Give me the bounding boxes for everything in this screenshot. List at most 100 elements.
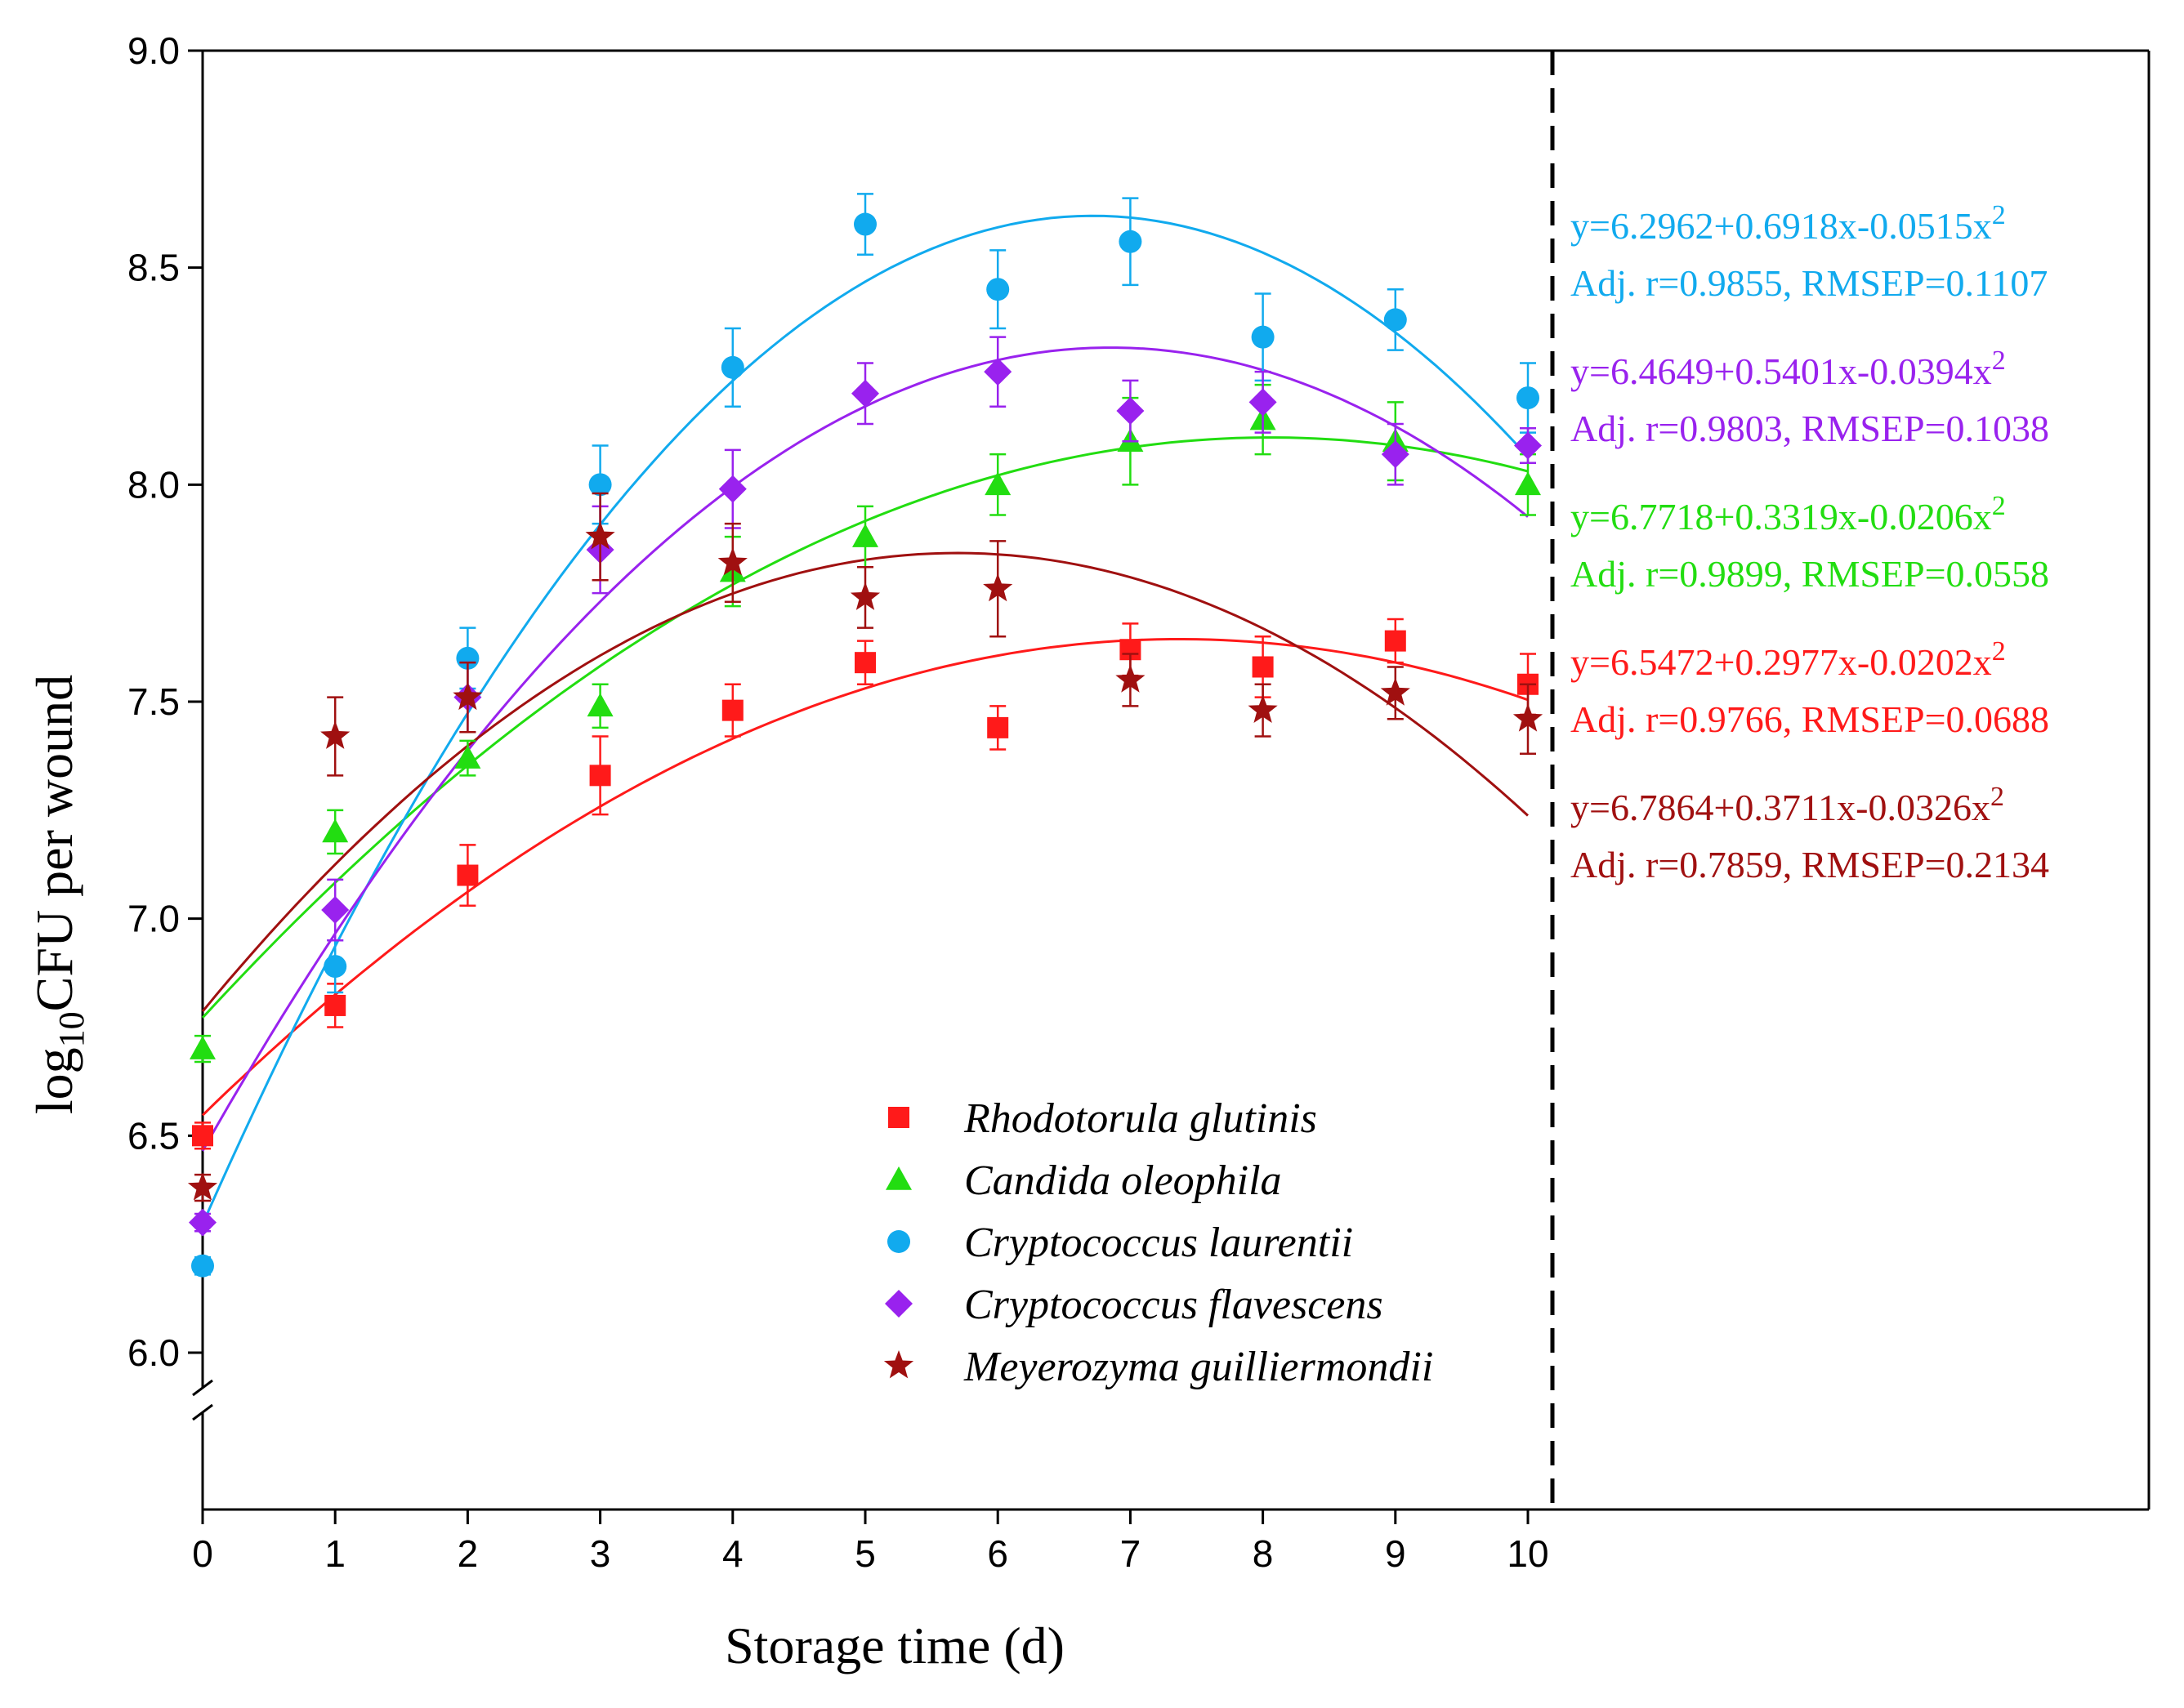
data-point (1512, 703, 1543, 732)
fit-equation: y=6.2962+0.6918x-0.0515x2 (1570, 200, 2006, 247)
fit-stats: Adj. r=0.7859, RMSEP=0.2134 (1570, 844, 2049, 885)
fit-stats: Adj. r=0.9899, RMSEP=0.0558 (1570, 553, 2049, 595)
data-point (324, 955, 347, 979)
data-point (984, 358, 1012, 386)
data-point (718, 475, 747, 503)
data-point (1381, 440, 1409, 469)
legend-label: Rhodotorula glutinis (963, 1095, 1317, 1142)
fit-stats: Adj. r=0.9766, RMSEP=0.0688 (1570, 698, 2049, 740)
data-point (191, 1254, 214, 1278)
legend-label: Cryptococcus laurentii (964, 1220, 1353, 1266)
data-points (187, 193, 1543, 1278)
data-point (589, 765, 611, 787)
data-point (1515, 471, 1541, 496)
data-point (189, 1208, 217, 1237)
y-tick-label: 9.0 (127, 29, 180, 72)
data-point (721, 355, 744, 379)
y-tick-label: 6.0 (127, 1331, 180, 1374)
y-tick-label: 7.0 (127, 898, 180, 940)
axis-break-mark (192, 1379, 213, 1397)
data-point (987, 716, 1009, 738)
x-tick-label: 0 (192, 1532, 213, 1575)
data-point (985, 471, 1012, 496)
x-tick-label: 5 (855, 1532, 876, 1575)
fit-equation: y=6.5472+0.2977x-0.0202x2 (1570, 636, 2006, 683)
y-tick-label: 7.5 (127, 680, 180, 723)
y-tick-label: 6.5 (127, 1114, 180, 1157)
data-point (187, 1172, 218, 1201)
data-point (320, 720, 351, 749)
data-point (1116, 397, 1145, 426)
data-point (854, 212, 877, 236)
series (189, 336, 1542, 1237)
legend-marker (883, 1350, 914, 1379)
data-point (855, 652, 876, 674)
fit-equation: y=6.4649+0.5401x-0.0394x2 (1570, 346, 2006, 392)
legend-marker (888, 1107, 909, 1128)
fit-stats: Adj. r=0.9855, RMSEP=0.1107 (1570, 262, 2048, 304)
data-point (321, 896, 350, 925)
y-axis-title: log10CFU per wound (25, 675, 92, 1114)
series (191, 193, 1539, 1278)
x-axis-title: Storage time (d) (725, 1617, 1065, 1675)
x-tick-label: 3 (590, 1532, 611, 1575)
data-point (1251, 325, 1275, 349)
data-point (1119, 230, 1142, 253)
data-point (1380, 677, 1410, 706)
data-point (322, 818, 349, 843)
fit-equation: y=6.7864+0.3711x-0.0326x2 (1570, 782, 2004, 828)
axis-break-mark (192, 1403, 213, 1421)
data-point (1384, 630, 1406, 652)
data-point (456, 646, 480, 670)
x-tick-label: 7 (1120, 1532, 1141, 1575)
x-tick-label: 4 (722, 1532, 744, 1575)
legend-label: Cryptococcus flavescens (964, 1282, 1383, 1328)
data-point (1516, 386, 1539, 410)
data-point (852, 524, 878, 547)
legend: Rhodotorula glutinis Candida oleophila Cry… (883, 1095, 1433, 1390)
data-point (986, 278, 1010, 301)
data-point (721, 699, 744, 721)
x-tick-label: 2 (458, 1532, 479, 1575)
data-point (190, 1036, 216, 1059)
data-point (851, 379, 879, 408)
fit-equation: y=6.7718+0.3319x-0.0206x2 (1570, 491, 2006, 537)
data-point (453, 681, 483, 711)
series (187, 492, 1543, 1202)
x-tick-label: 9 (1385, 1532, 1406, 1575)
data-point (717, 547, 748, 576)
legend-marker (885, 1290, 913, 1318)
series (190, 383, 1541, 1064)
fit-curve (201, 346, 1529, 1152)
legend-marker (887, 1230, 910, 1253)
data-point (1248, 388, 1277, 417)
data-point (983, 573, 1013, 602)
x-tick-label: 10 (1507, 1532, 1548, 1575)
legend-label: Candida oleophila (964, 1157, 1282, 1204)
data-point (454, 745, 481, 769)
y-tick-label: 8.5 (127, 247, 180, 289)
legend-marker (886, 1166, 912, 1190)
fit-curve (201, 638, 1529, 1117)
series (192, 618, 1539, 1150)
x-tick-label: 6 (987, 1532, 1008, 1575)
x-tick-label: 8 (1253, 1532, 1274, 1575)
data-point (1115, 664, 1146, 693)
fit-equations: y=6.2962+0.6918x-0.0515x2 Adj. r=0.9855, … (1570, 200, 2049, 885)
data-point (457, 864, 479, 886)
data-point (585, 521, 615, 550)
data-point (1248, 694, 1278, 723)
fit-curve (201, 214, 1530, 1225)
data-point (588, 473, 612, 497)
y-tick-label: 8.0 (127, 463, 180, 506)
data-point (850, 582, 881, 610)
data-point (1252, 656, 1274, 678)
axes: 0 1 2 3 4 5 6 7 8 9 10 6.0 6.5 7.0 7.5 8.0 8.5 9.0 (127, 29, 2151, 1575)
x-tick-label: 1 (324, 1532, 346, 1575)
data-point (192, 1125, 213, 1147)
legend-label: Meyerozyma guilliermondii (963, 1344, 1433, 1390)
data-point (1383, 308, 1407, 332)
data-point (1514, 431, 1542, 460)
data-point (587, 693, 614, 717)
